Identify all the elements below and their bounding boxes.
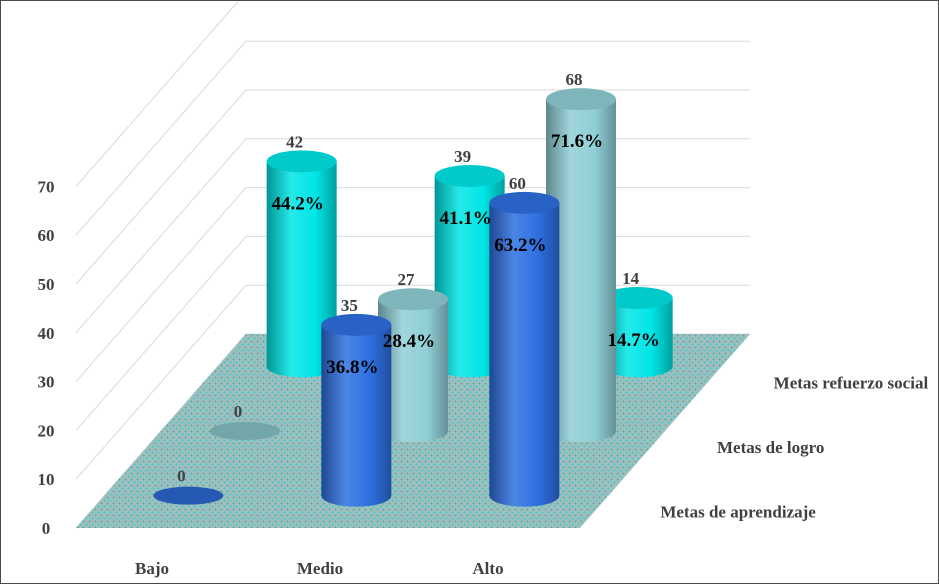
y-tick-label: 20 [38,421,55,440]
value-label: 60 [509,174,526,193]
series-label: Metas refuerzo social [774,373,929,392]
bar-body [546,99,616,442]
percent-label: 14.7% [608,330,660,351]
bar [210,422,280,440]
bar [266,150,337,378]
gridline-side [75,187,247,382]
data-labels: 42 44.2% 39 41.1% 14 14.7% 0 27 28.4% 68 71.6% 0 35 3… [177,70,660,486]
gridline-side [75,236,247,431]
y-tick-label: 40 [38,324,55,343]
bars [153,88,673,507]
x-tick-label: Medio [297,559,343,578]
percent-label: 41.1% [440,208,492,229]
x-tick-label: Bajo [135,559,169,578]
bar [602,287,673,378]
value-label: 0 [234,402,243,421]
bar-body [602,298,673,378]
percent-label: 44.2% [272,193,324,214]
percent-label: 28.4% [383,331,435,352]
y-tick-label: 0 [42,519,51,538]
gridline-side [75,138,247,334]
bar-top [489,191,560,214]
axis-labels: 0 10 20 30 40 50 60 70 Bajo Medio Alto Metas de apr… [38,177,929,578]
bar-body [321,324,392,507]
value-label: 0 [177,467,186,486]
bar [434,165,505,378]
y-tick-label: 70 [38,177,55,196]
bar [489,191,560,507]
bar-top [546,88,616,111]
bar-body [266,161,337,378]
bar-top [602,287,673,310]
bar [546,88,616,442]
y-tick-label: 60 [38,226,55,245]
value-label: 27 [398,270,416,289]
gridline-side [75,89,247,285]
bar-top [266,150,337,173]
percent-label: 71.6% [551,131,603,152]
value-label: 14 [622,269,640,288]
bar-top [378,288,448,311]
gridline-side [75,284,247,480]
series-label: Metas de aprendizaje [660,503,816,522]
bar [321,313,392,507]
value-label: 68 [566,70,583,89]
series-label: Metas de logro [717,438,824,457]
bar-top [434,165,505,188]
gridline-side [75,40,247,236]
value-label: 42 [286,132,303,151]
x-tick-label: Alto [472,559,503,578]
gridline-side [75,1,240,187]
percent-label: 63.2% [494,235,546,256]
bar-top [321,313,392,336]
percent-label: 36.8% [326,357,378,378]
bar-top [153,486,224,505]
bar-top [210,422,280,440]
y-tick-label: 50 [38,275,55,294]
bar-body [434,176,505,378]
bar [153,486,224,505]
y-tick-label: 10 [38,470,55,489]
bar [378,288,448,442]
bar-body [378,299,448,442]
value-label: 35 [341,296,358,315]
value-label: 39 [454,147,471,166]
bar-body [489,202,560,507]
y-tick-label: 30 [38,373,55,392]
